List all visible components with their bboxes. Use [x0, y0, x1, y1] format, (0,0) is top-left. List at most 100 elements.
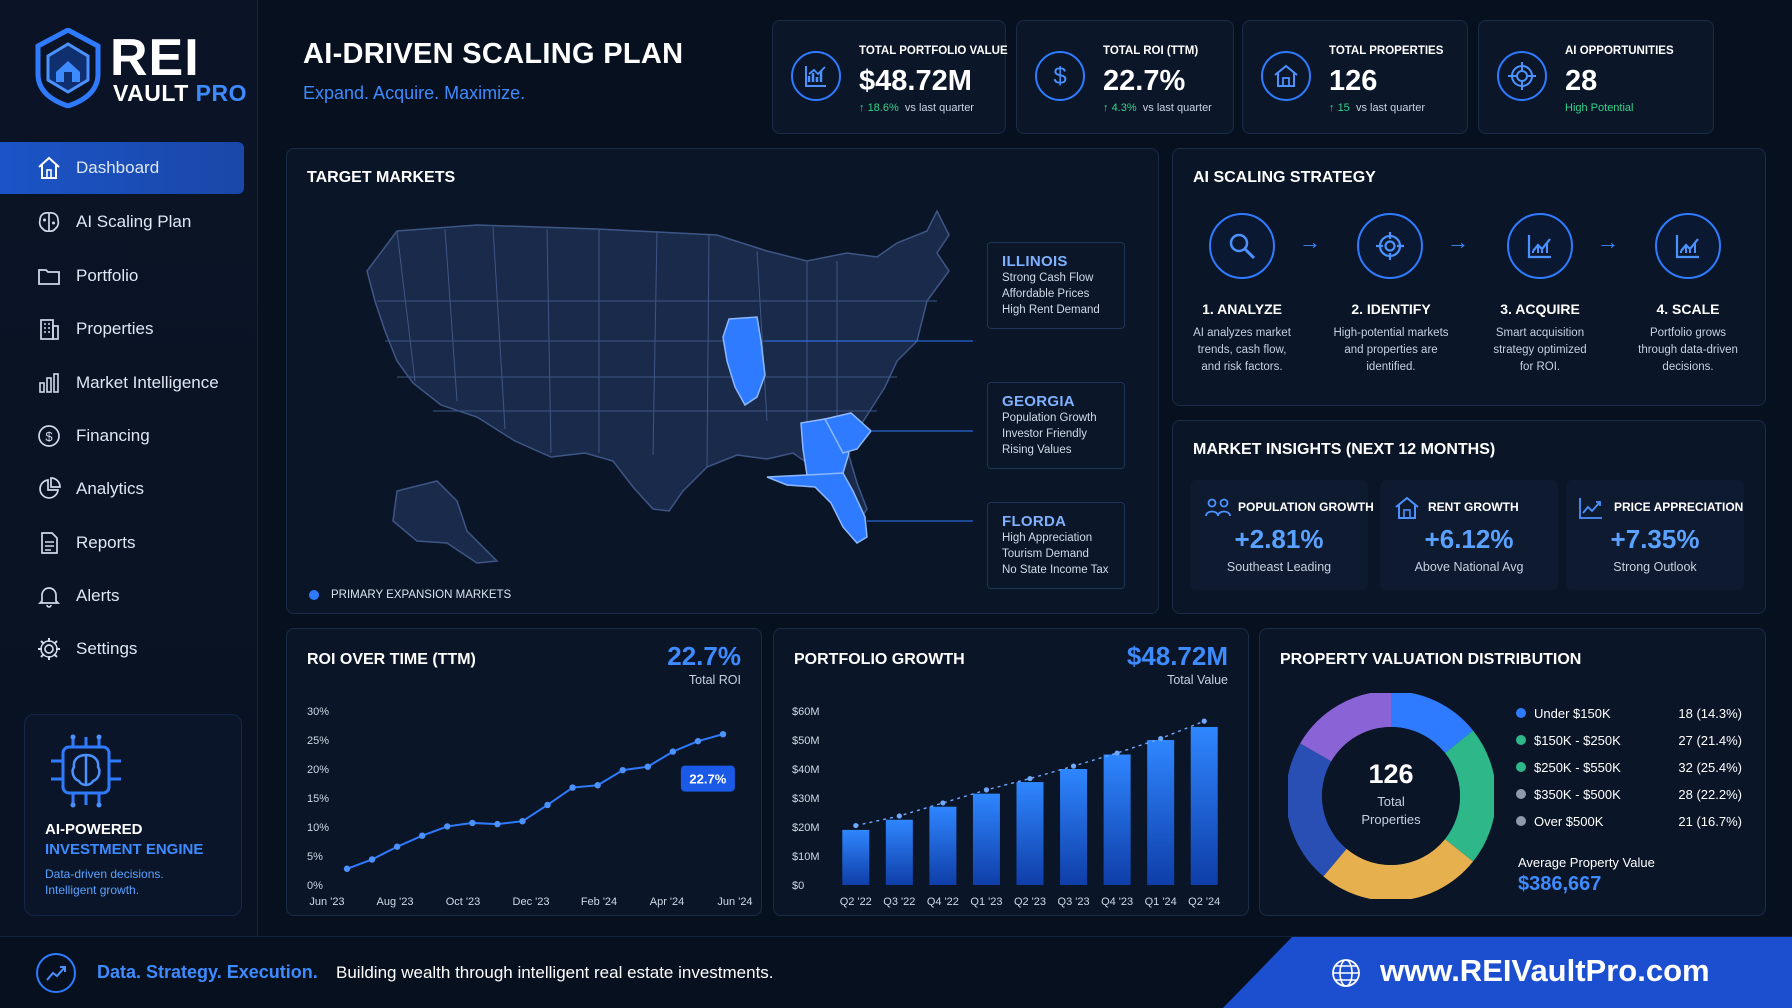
kpi-change: ↑ 15 vs last quarter: [1329, 102, 1426, 114]
target-markets-panel: TARGET MARKETS PRIMARY EXPANSION MARKETS: [286, 148, 1159, 614]
kpi-card-properties[interactable]: TOTAL PROPERTIES 126 ↑ 15 vs last quarte…: [1242, 20, 1468, 134]
step-scale[interactable]: [1655, 213, 1721, 279]
step-desc: AI analyzes market: [1193, 327, 1291, 339]
legend-dot: [309, 590, 319, 600]
step-acquire[interactable]: [1507, 213, 1573, 279]
kpi-card-portfolio-value[interactable]: TOTAL PORTFOLIO VALUE $48.72M ↑ 18.6% vs…: [772, 20, 1008, 134]
x-tick-label: Q4 '23: [1101, 896, 1133, 908]
insight-population-growth[interactable]: POPULATION GROWTH +2.81% Southeast Leadi…: [1190, 480, 1374, 590]
legend-count: 32 (25.4%): [1678, 759, 1742, 775]
insight-note: Strong Outlook: [1613, 560, 1697, 574]
insight-label: PRICE APPRECIATION: [1614, 500, 1744, 514]
step-identify[interactable]: [1357, 213, 1423, 279]
roi-line-chart: 0% 5% 10% 15% 20% 25% 30% Jun '23 Aug '23 Oct '23…: [307, 706, 753, 908]
x-tick-label: Q2 '24: [1188, 896, 1220, 908]
avg-value: $386,667: [1518, 873, 1602, 895]
sidebar-item-portfolio[interactable]: Portfolio: [0, 250, 244, 302]
y-tick-label: 10%: [307, 822, 329, 834]
donut-center-value: 126: [1368, 759, 1414, 789]
x-tick-label: Apr '24: [650, 896, 685, 908]
sidebar-item-alerts[interactable]: Alerts: [0, 570, 244, 622]
market-card-florida[interactable]: FLORDA High Appreciation Tourism Demand …: [987, 502, 1125, 589]
market-note: High Appreciation: [1002, 532, 1093, 544]
sidebar-item-label: Analytics: [76, 479, 145, 498]
market-note: Population Growth: [1002, 412, 1097, 424]
roi-chart-panel: ROI OVER TIME (TTM) 22.7% Total ROI 0% 5%…: [286, 628, 762, 916]
globe-icon: [1330, 957, 1362, 994]
insight-note: Southeast Leading: [1226, 560, 1332, 574]
ai-strategy-panel: AI SCALING STRATEGY → → → 1. ANALYZE AI …: [1172, 148, 1766, 406]
roi-point: [594, 782, 601, 789]
portfolio-growth-panel: PORTFOLIO GROWTH $48.72M Total Value $0 $…: [773, 628, 1249, 916]
portfolio-bar: [1103, 754, 1131, 885]
x-tick-label: Feb '24: [581, 896, 617, 908]
sidebar-item-settings[interactable]: Settings: [0, 623, 244, 675]
kpi-card-roi[interactable]: $ TOTAL ROI (TTM) 22.7% ↑ 4.3% vs last q…: [1016, 20, 1234, 134]
step-desc: identified.: [1366, 361, 1416, 373]
chart-up-icon: [1507, 213, 1573, 279]
home-icon: [38, 156, 60, 179]
kpi-card-ai-opportunities[interactable]: AI OPPORTUNITIES 28 High Potential: [1478, 20, 1714, 134]
brain-icon: [38, 211, 60, 233]
step-text-acquire: 3. ACQUIRE Smart acquisition strategy op…: [1470, 301, 1610, 376]
y-tick-label: $10M: [792, 851, 820, 863]
dollar-icon: $: [38, 425, 60, 447]
legend-label: $250K - $550K: [1534, 759, 1621, 775]
sidebar-item-label: Financing: [76, 426, 150, 445]
insight-note: Above National Avg: [1414, 560, 1524, 574]
portfolio-bar: [1190, 726, 1218, 885]
portfolio-bar: [972, 793, 1000, 885]
x-tick-label: Q2 '23: [1014, 896, 1046, 908]
target-icon: [1497, 51, 1547, 101]
sidebar-item-analytics[interactable]: Analytics: [0, 463, 244, 515]
market-card-illinois[interactable]: ILLINOIS Strong Cash Flow Affordable Pri…: [987, 242, 1125, 329]
footer-text: Building wealth through intelligent real…: [336, 963, 774, 982]
step-desc: Portfolio grows: [1649, 327, 1727, 339]
sidebar: REI VAULT PRO Dashboard AI Scaling Plan …: [0, 0, 258, 936]
y-tick-label: 15%: [307, 793, 329, 805]
roi-point: [444, 823, 451, 830]
step-title: 1. ANALYZE: [1202, 301, 1282, 317]
y-tick-label: 30%: [307, 706, 329, 718]
kpi-label: TOTAL PROPERTIES: [1329, 45, 1444, 57]
roi-total-value: 22.7%: [667, 641, 741, 671]
step-analyze[interactable]: [1209, 213, 1275, 279]
insight-rent-growth[interactable]: RENT GROWTH +6.12% Above National Avg: [1380, 480, 1558, 590]
dollar-icon: $: [1035, 51, 1085, 101]
footer-url-link[interactable]: www.REIVaultPro.com: [1380, 953, 1710, 988]
sidebar-item-dashboard[interactable]: Dashboard: [0, 142, 244, 194]
search-icon: [1209, 213, 1275, 279]
step-title: 3. ACQUIRE: [1500, 301, 1580, 317]
trend-point: [1158, 735, 1164, 742]
portfolio-bar: [1016, 782, 1044, 885]
logo-subname: VAULT PRO: [113, 80, 247, 106]
bar-chart-icon: [39, 373, 59, 393]
us-map: [366, 209, 973, 564]
x-tick-label: Q1 '24: [1145, 896, 1177, 908]
market-note: Affordable Prices: [1002, 288, 1090, 300]
sidebar-item-properties[interactable]: Properties: [0, 303, 244, 355]
insight-price-appreciation[interactable]: PRICE APPRECIATION +7.35% Strong Outlook: [1566, 480, 1744, 590]
market-note: No State Income Tax: [1002, 564, 1109, 576]
legend-row: $350K - $500K 28 (22.2%): [1516, 784, 1742, 804]
sidebar-item-financing[interactable]: $ Financing: [0, 410, 244, 462]
sidebar-item-reports[interactable]: Reports: [0, 517, 244, 569]
sidebar-item-label: Dashboard: [76, 158, 160, 177]
roi-point: [644, 763, 651, 770]
x-tick-label: Q1 '23: [970, 896, 1002, 908]
step-desc: Smart acquisition: [1495, 327, 1585, 339]
portfolio-bar: [1060, 769, 1088, 885]
market-card-georgia[interactable]: GEORGIA Population Growth Investor Frien…: [987, 382, 1125, 469]
roi-point: [519, 818, 526, 825]
people-icon: [1204, 496, 1232, 525]
y-tick-label: 0%: [307, 880, 323, 892]
sidebar-item-market-intelligence[interactable]: Market Intelligence: [0, 357, 244, 409]
legend-dot: [1516, 735, 1526, 745]
step-desc: trends, cash flow,: [1197, 344, 1287, 356]
sidebar-item-ai-scaling-plan[interactable]: AI Scaling Plan: [0, 196, 244, 248]
roi-point: [619, 766, 626, 774]
sidebar-item-label: Alerts: [76, 586, 120, 605]
step-desc: for ROI.: [1519, 361, 1561, 373]
donut-center-label: Total: [1377, 794, 1405, 809]
roi-badge: [680, 765, 735, 792]
